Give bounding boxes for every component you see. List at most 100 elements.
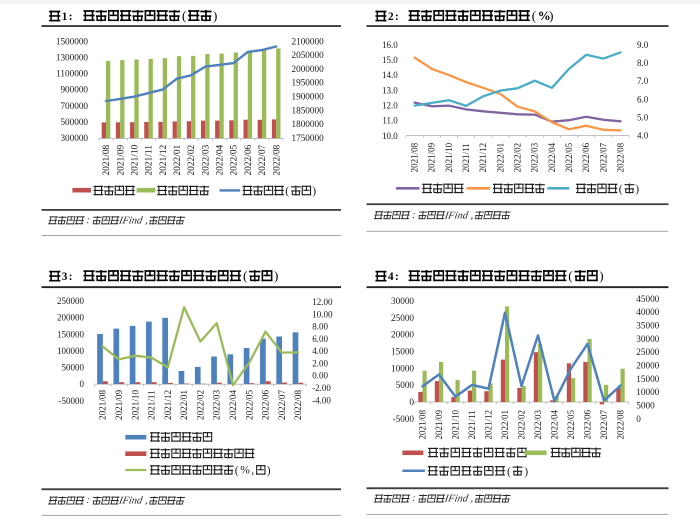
svg-text:12.00: 12.00 (312, 297, 333, 307)
svg-text:2021/11: 2021/11 (467, 410, 477, 439)
svg-text:2022/06: 2022/06 (582, 409, 592, 439)
svg-text:200000: 200000 (57, 313, 85, 323)
svg-text:IFind: IFind (117, 216, 144, 227)
svg-text:1300000: 1300000 (56, 52, 89, 62)
svg-text:2022/02: 2022/02 (516, 410, 526, 440)
svg-text:-5000: -5000 (393, 414, 415, 424)
svg-text:): ) (312, 185, 316, 198)
svg-text:20000: 20000 (636, 361, 659, 371)
svg-text:0.00: 0.00 (312, 371, 328, 381)
svg-text:-50000: -50000 (59, 396, 85, 406)
svg-text:1850000: 1850000 (292, 105, 325, 115)
svg-text:2021/11: 2021/11 (461, 143, 471, 172)
svg-text:(: ( (182, 8, 186, 23)
svg-text::: : (411, 493, 416, 504)
svg-text:0: 0 (409, 397, 414, 407)
svg-text:): ) (274, 268, 278, 283)
svg-text:2022/01: 2022/01 (179, 389, 189, 420)
svg-text:25000: 25000 (391, 313, 414, 323)
svg-text:1500000: 1500000 (56, 36, 89, 46)
svg-text:100000: 100000 (57, 346, 85, 356)
svg-text:2022/07: 2022/07 (598, 142, 608, 172)
svg-text::: : (86, 495, 91, 506)
svg-text:2050000: 2050000 (292, 50, 325, 60)
svg-text:(: ( (235, 464, 239, 477)
svg-text:2022/07: 2022/07 (258, 144, 268, 175)
svg-text:IFind: IFind (117, 496, 144, 507)
svg-text:45000: 45000 (636, 294, 659, 304)
svg-text:35000: 35000 (636, 321, 659, 331)
svg-text:1: 1 (62, 11, 68, 23)
svg-text:2.00: 2.00 (312, 358, 328, 368)
svg-text:8.0: 8.0 (637, 58, 649, 68)
svg-text:2021/12: 2021/12 (478, 143, 488, 173)
svg-text:2022/08: 2022/08 (615, 409, 625, 439)
svg-text:2022/03: 2022/03 (533, 409, 543, 439)
svg-text:,: , (470, 494, 475, 505)
svg-text:2022/03: 2022/03 (530, 142, 540, 172)
svg-text:(: ( (532, 8, 536, 23)
svg-text:2100000: 2100000 (292, 36, 325, 46)
svg-text:30000: 30000 (391, 296, 414, 306)
svg-text:2021/10: 2021/10 (450, 409, 460, 439)
svg-text:30000: 30000 (636, 334, 659, 344)
svg-text:15.0: 15.0 (382, 55, 398, 65)
svg-text:6.0: 6.0 (637, 94, 649, 104)
svg-text:2021/08: 2021/08 (102, 144, 112, 175)
svg-text:25000: 25000 (636, 347, 659, 357)
svg-text:2021/09: 2021/09 (434, 409, 444, 439)
svg-text:500000: 500000 (60, 117, 88, 127)
svg-text:2022/06: 2022/06 (261, 389, 271, 420)
svg-text:2022/05: 2022/05 (244, 389, 254, 420)
svg-text:7.0: 7.0 (637, 76, 649, 86)
svg-text:15000: 15000 (636, 374, 659, 384)
svg-text:300000: 300000 (60, 133, 88, 143)
svg-text:2021/09: 2021/09 (114, 389, 124, 420)
svg-text:16.0: 16.0 (382, 40, 398, 50)
svg-text:0: 0 (636, 414, 641, 424)
svg-text:2021/12: 2021/12 (483, 410, 493, 440)
svg-text:150000: 150000 (57, 329, 85, 339)
svg-text:10.0: 10.0 (382, 131, 398, 141)
svg-text:): ) (549, 8, 553, 23)
svg-text:1950000: 1950000 (292, 78, 325, 88)
svg-text::: : (411, 210, 416, 221)
svg-text:(: ( (568, 268, 572, 283)
svg-text:2021/10: 2021/10 (130, 389, 140, 420)
svg-text:12.0: 12.0 (382, 101, 398, 111)
svg-text::: : (395, 271, 399, 283)
svg-text:,: , (251, 464, 254, 477)
svg-text:(: ( (285, 185, 289, 198)
svg-text:2022/07: 2022/07 (277, 389, 287, 420)
svg-text:2022/01: 2022/01 (495, 143, 505, 173)
svg-text:2021/08: 2021/08 (417, 409, 427, 439)
svg-text:5.0: 5.0 (637, 113, 649, 123)
svg-text:1100000: 1100000 (56, 69, 88, 79)
svg-text:15000: 15000 (391, 347, 414, 357)
svg-text:11.0: 11.0 (382, 116, 398, 126)
svg-text:6.00: 6.00 (312, 334, 328, 344)
svg-text:(: ( (507, 465, 511, 478)
svg-text:4.0: 4.0 (637, 131, 649, 141)
svg-text:700000: 700000 (60, 101, 88, 111)
svg-text:2021/10: 2021/10 (444, 142, 454, 172)
svg-text:3: 3 (62, 271, 68, 283)
svg-text:5000: 5000 (636, 401, 655, 411)
svg-text:2022/04: 2022/04 (547, 142, 557, 172)
svg-text:2021/12: 2021/12 (159, 144, 169, 175)
svg-text:4: 4 (388, 271, 394, 283)
svg-text:IFind: IFind (443, 210, 470, 221)
svg-text:5000: 5000 (396, 380, 415, 390)
svg-text:50000: 50000 (62, 363, 85, 373)
svg-text:-2.00: -2.00 (312, 383, 331, 393)
svg-text:2021/12: 2021/12 (163, 389, 173, 420)
svg-text:%: % (240, 464, 250, 477)
svg-text::: : (86, 215, 91, 226)
svg-text:8.00: 8.00 (312, 322, 328, 332)
svg-text:): ) (599, 268, 603, 283)
svg-text:2021/11: 2021/11 (147, 390, 157, 420)
svg-text:9.0: 9.0 (637, 40, 649, 50)
svg-text:,: , (144, 216, 149, 227)
svg-text:20000: 20000 (391, 330, 414, 340)
svg-text:1900000: 1900000 (292, 92, 325, 102)
